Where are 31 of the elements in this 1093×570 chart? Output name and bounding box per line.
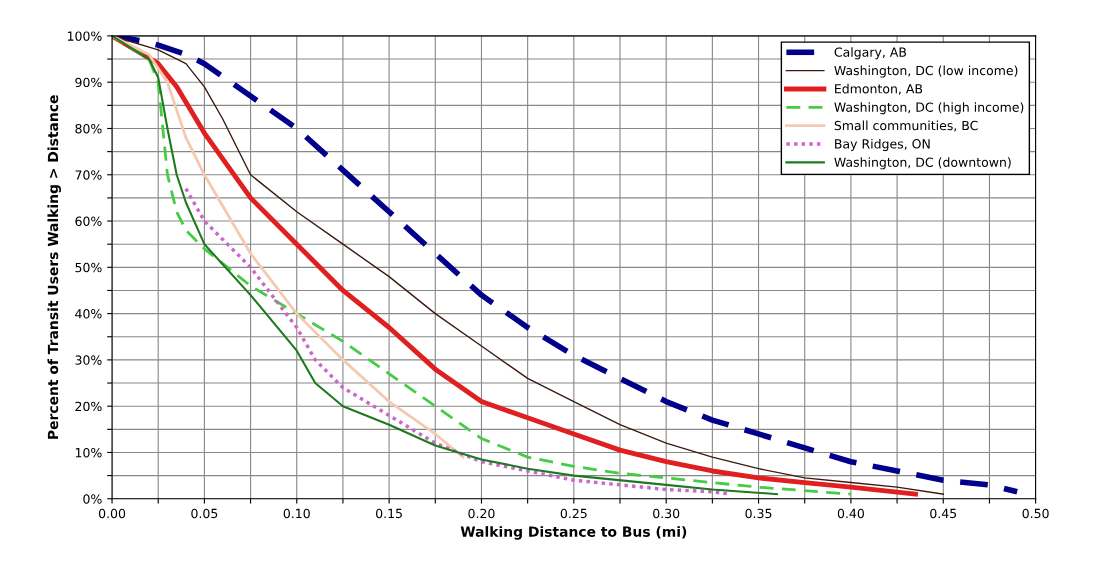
x-tick-label: 0.30 <box>653 508 680 519</box>
x-tick-label: 0.15 <box>376 508 402 519</box>
legend-label: Washington, DC (downtown) <box>834 157 1011 170</box>
y-tick-label: 20% <box>75 401 102 412</box>
x-tick-label: 0.45 <box>930 508 957 519</box>
legend-label: Calgary, AB <box>834 47 907 60</box>
x-tick-label: 0.10 <box>283 508 310 519</box>
legend-label: Edmonton, AB <box>835 83 923 95</box>
y-tick-label: 0% <box>83 494 102 504</box>
x-tick-label: 0.35 <box>745 508 772 519</box>
x-axis-title: Walking Distance to Bus (mi) <box>460 526 687 540</box>
y-axis-title: Percent of Transit Users Walking > Distance <box>47 95 62 439</box>
x-tick-label: 0.40 <box>837 508 864 519</box>
x-tick-label: 0.20 <box>468 508 495 519</box>
y-tick-label: 90% <box>75 77 102 88</box>
y-tick-label: 70% <box>75 170 102 180</box>
y-tick-label: 60% <box>75 216 102 226</box>
legend-label: Bay Ridges, ON <box>835 138 930 151</box>
y-tick-label: 100% <box>67 31 102 41</box>
y-tick-label: 30% <box>75 355 102 365</box>
legend-label: Washington, DC (high income) <box>834 102 1024 115</box>
x-tick-label: 0.25 <box>560 508 587 519</box>
x-tick-label: 0.05 <box>191 508 218 519</box>
x-tick-label: 0.50 <box>1022 508 1049 519</box>
x-tick-label: 0.00 <box>98 508 126 519</box>
y-tick-label: 40% <box>75 309 102 319</box>
legend-label: Small communities, BC <box>834 120 978 132</box>
y-tick-label: 10% <box>75 447 102 458</box>
y-tick-label: 80% <box>75 123 102 134</box>
y-tick-label: 50% <box>75 262 102 273</box>
legend-label: Washington, DC (low income) <box>834 65 1018 78</box>
